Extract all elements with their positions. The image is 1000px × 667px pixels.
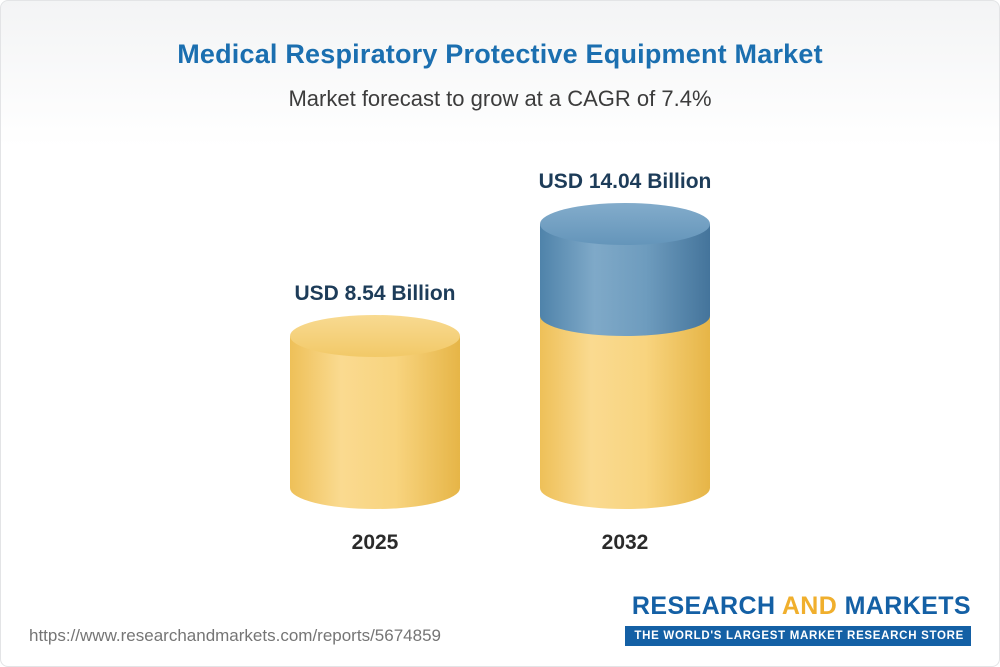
bar-2032-top-ellipse xyxy=(540,203,710,245)
footer: https://www.researchandmarkets.com/repor… xyxy=(1,592,999,666)
bar-column-2025: USD 8.54 Billion 2025 xyxy=(290,282,460,555)
bar-2025-year-label: 2025 xyxy=(351,530,399,554)
bar-2025-value-label: USD 8.54 Billion xyxy=(294,281,456,305)
page-title: Medical Respiratory Protective Equipment… xyxy=(177,39,823,69)
bar-2032-value-label: USD 14.04 Billion xyxy=(538,170,712,193)
bar-chart: USD 8.54 Billion 2025 USD 14.04 Billion … xyxy=(1,170,999,555)
logo-word-markets: MARKETS xyxy=(844,592,971,620)
bar-2032-cylinder xyxy=(540,203,710,509)
bar-2025-top-ellipse xyxy=(290,314,460,357)
header: Medical Respiratory Protective Equipment… xyxy=(1,1,999,112)
logo-word-research: RESEARCH xyxy=(631,592,776,620)
bar-column-2032: USD 14.04 Billion 2032 xyxy=(538,170,712,555)
report-url: https://www.researchandmarkets.com/repor… xyxy=(29,626,441,645)
bar-2025-segment-base xyxy=(290,335,460,509)
bar-2025-cylinder xyxy=(290,314,460,509)
logo-word-and: AND xyxy=(781,592,838,620)
research-and-markets-logo: RESEARCH AND MARKETS THE WORLD'S LARGEST… xyxy=(625,592,971,646)
bar-2032-year-label: 2032 xyxy=(601,530,649,554)
logo-wordmark: RESEARCH AND MARKETS xyxy=(625,592,971,621)
bar-2032-segment-base xyxy=(540,315,710,509)
logo-tagline: THE WORLD'S LARGEST MARKET RESEARCH STOR… xyxy=(625,626,971,646)
page-subtitle: Market forecast to grow at a CAGR of 7.4… xyxy=(288,86,712,111)
